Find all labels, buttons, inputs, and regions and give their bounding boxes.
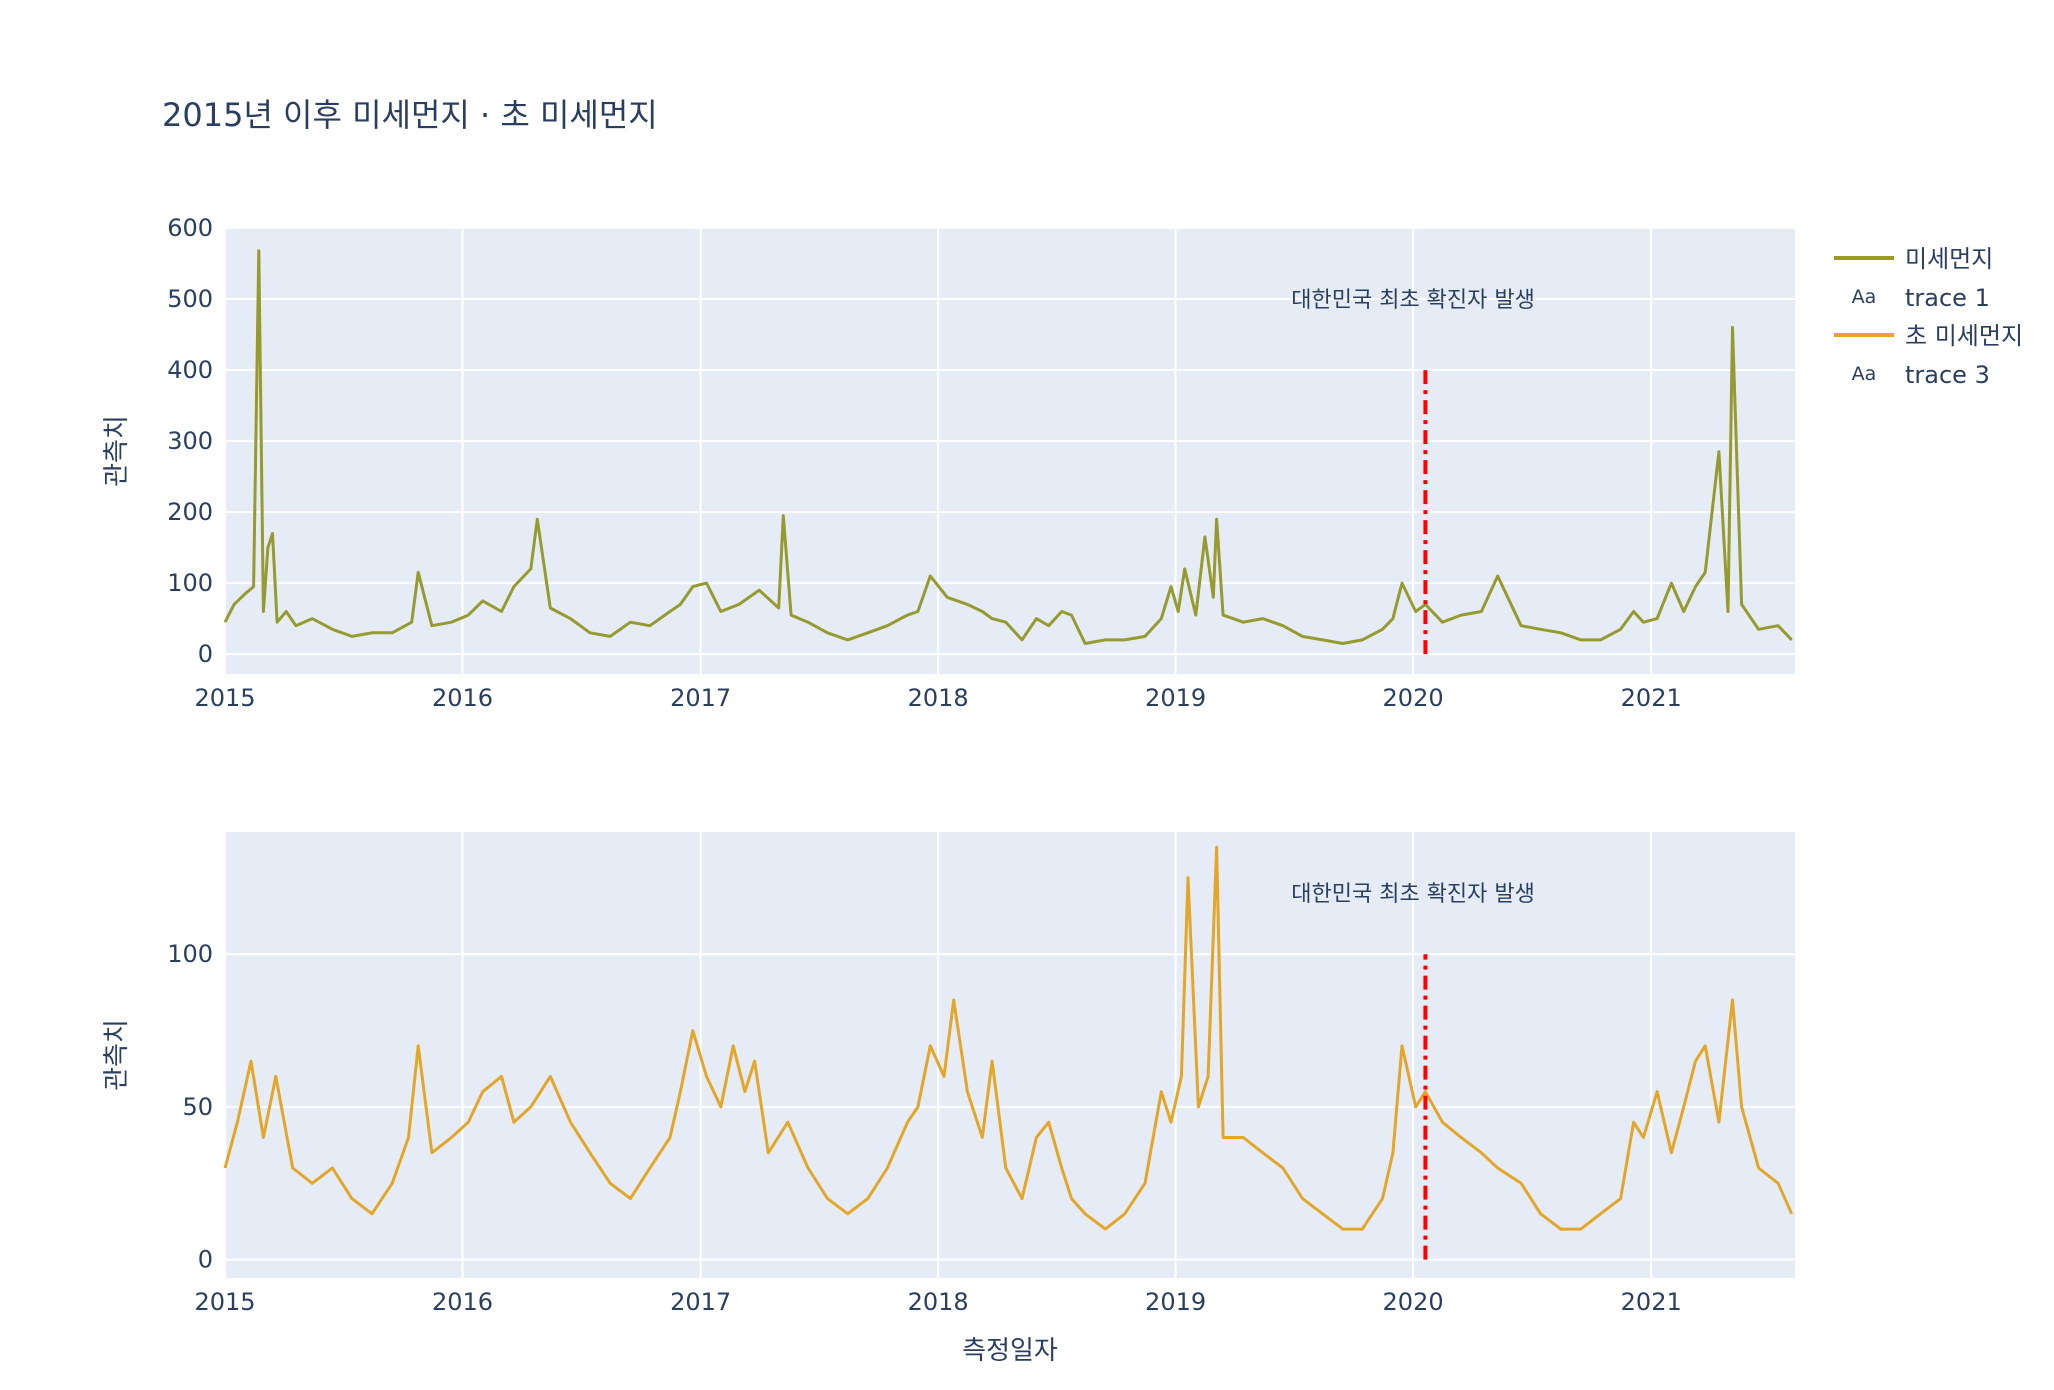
legend-item-0[interactable]: 미세먼지: [1834, 245, 1993, 273]
annotation-top: 대한민국 최초 확진자 발생: [1291, 288, 1535, 313]
legend-glyph-3: Aa: [1852, 363, 1877, 385]
x-tick-label: 2019: [1145, 1288, 1206, 1316]
legend-item-3[interactable]: Aa trace 3: [1852, 361, 1990, 389]
y-tick-label: 200: [167, 498, 213, 526]
legend-label-3: trace 3: [1905, 361, 1990, 389]
x-tick-label: 2020: [1383, 684, 1444, 712]
x-tick-label: 2015: [194, 1288, 255, 1316]
y-tick-label: 0: [198, 640, 213, 668]
x-tick-label: 2016: [432, 1288, 493, 1316]
y-ticks-top: 0 100 200 300 400 500 600: [167, 214, 213, 668]
x-axis-title: 측정일자: [962, 1336, 1058, 1366]
x-ticks-top: 2015 2016 2017 2018 2019 2020 2021: [194, 684, 1681, 712]
y-tick-label: 0: [198, 1246, 213, 1274]
legend: 미세먼지 Aa trace 1 초 미세먼지 Aa trace 3: [1834, 245, 2023, 389]
y-tick-label: 50: [182, 1093, 213, 1121]
x-tick-label: 2021: [1621, 684, 1682, 712]
y-tick-label: 100: [167, 940, 213, 968]
plot-area-bottom: [225, 832, 1795, 1278]
legend-item-2[interactable]: 초 미세먼지: [1834, 322, 2023, 350]
x-tick-label: 2018: [908, 1288, 969, 1316]
grid-bottom: [224, 832, 1795, 1278]
series-bottom: [223, 845, 1794, 1231]
y-tick-label: 600: [167, 214, 213, 242]
y-tick-label: 400: [167, 356, 213, 384]
plot-area-top: [225, 228, 1795, 674]
x-tick-label: 2018: [908, 684, 969, 712]
legend-label-2: 초 미세먼지: [1905, 322, 2023, 350]
x-tick-label: 2017: [670, 684, 731, 712]
x-tick-label: 2020: [1383, 1288, 1444, 1316]
y-axis-title-bottom: 관측치: [102, 1019, 132, 1091]
y-axis-title-top: 관측치: [102, 415, 132, 487]
y-tick-label: 100: [167, 569, 213, 597]
y-tick-label: 500: [167, 285, 213, 313]
series-line: [223, 845, 1794, 1231]
grid-top: [224, 227, 1795, 674]
chart-title: 2015년 이후 미세먼지 · 초 미세먼지: [162, 96, 658, 134]
legend-item-1[interactable]: Aa trace 1: [1852, 284, 1990, 312]
x-tick-label: 2015: [194, 684, 255, 712]
legend-glyph-1: Aa: [1852, 286, 1877, 308]
series-line: [223, 249, 1793, 645]
series-top: [223, 249, 1793, 645]
x-tick-label: 2019: [1145, 684, 1206, 712]
y-ticks-bottom: 0 50 100: [167, 940, 213, 1273]
legend-label-1: trace 1: [1905, 284, 1990, 312]
x-tick-label: 2016: [432, 684, 493, 712]
y-tick-label: 300: [167, 427, 213, 455]
x-tick-label: 2017: [670, 1288, 731, 1316]
x-ticks-bottom: 2015 2016 2017 2018 2019 2020 2021: [194, 1288, 1681, 1316]
legend-label-0: 미세먼지: [1905, 245, 1993, 273]
x-tick-label: 2021: [1621, 1288, 1682, 1316]
annotation-bottom: 대한민국 최초 확진자 발생: [1291, 882, 1535, 907]
